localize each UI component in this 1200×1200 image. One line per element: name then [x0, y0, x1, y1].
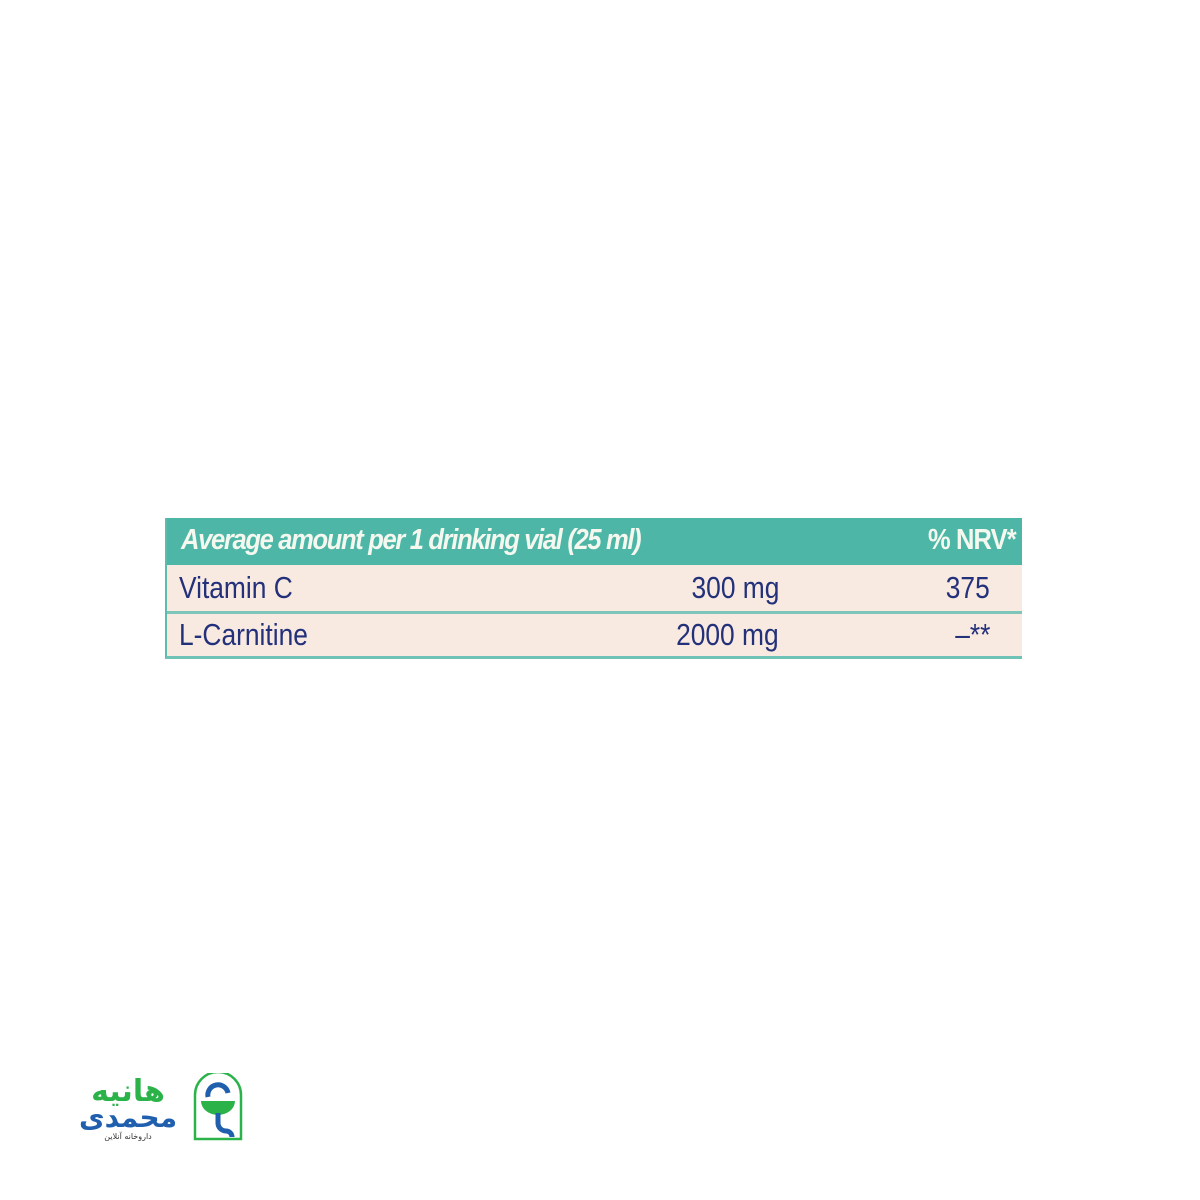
logo-arch-icon: [193, 1070, 243, 1141]
table-header: Average amount per 1 drinking vial (25 m…: [167, 518, 1022, 565]
row-name: Vitamin C: [179, 570, 293, 605]
logo-name-line2: محمدی: [79, 1101, 177, 1134]
row-amount: 2000 mg: [676, 617, 779, 652]
pharmacy-logo: هانیه محمدی داروخانه آنلاین: [58, 1070, 243, 1141]
nutrition-table: Average amount per 1 drinking vial (25 m…: [165, 518, 1022, 659]
logo-snake-icon: [205, 1082, 235, 1138]
row-nrv: –**: [954, 617, 990, 652]
header-title: Average amount per 1 drinking vial (25 m…: [181, 524, 642, 556]
table-row: Vitamin C 300 mg 375: [167, 565, 1022, 614]
row-nrv: 375: [946, 570, 990, 605]
logo-name-line1: هانیه: [91, 1074, 165, 1109]
logo-graphic: هانیه محمدی داروخانه آنلاین: [79, 1070, 243, 1141]
logo-tagline: داروخانه آنلاین: [104, 1131, 152, 1141]
row-name: L-Carnitine: [179, 617, 308, 652]
header-nrv: % NRV*: [928, 524, 1017, 556]
logo-bowl-icon: [201, 1101, 235, 1115]
table-row: L-Carnitine 2000 mg –**: [167, 612, 1022, 658]
row-amount: 300 mg: [691, 570, 779, 605]
